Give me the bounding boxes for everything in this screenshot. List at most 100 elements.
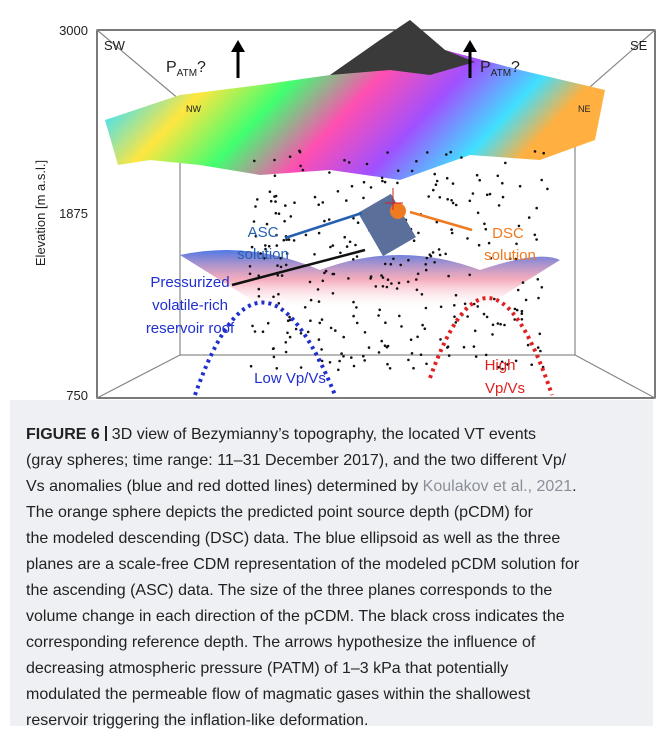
event	[248, 272, 252, 276]
event	[513, 318, 516, 321]
caption-label: FIGURE 6	[26, 426, 100, 443]
event	[386, 344, 390, 348]
event	[355, 255, 359, 258]
citation-link[interactable]: Koulakov et al., 2021	[422, 478, 573, 495]
caption-line: the modeled descending (DSC) data. The b…	[26, 526, 653, 552]
event	[444, 252, 448, 256]
low-label: Low Vp/Vs	[254, 370, 326, 387]
caption-line: reservoir triggering the inflation-like …	[26, 708, 653, 734]
event	[396, 169, 400, 172]
event	[521, 281, 525, 284]
event	[527, 216, 531, 219]
caption-line: the ascending (ASC) data. The size of th…	[26, 578, 653, 604]
event	[252, 220, 256, 223]
event	[533, 150, 537, 153]
event	[261, 330, 265, 334]
event	[392, 257, 395, 261]
separator	[104, 426, 107, 441]
summit	[330, 20, 475, 75]
high-label: Vp/Vs	[485, 380, 525, 397]
event	[517, 224, 521, 228]
roof-label: volatile-rich	[152, 297, 228, 314]
event	[275, 367, 279, 370]
event	[316, 288, 320, 291]
event	[267, 244, 271, 248]
event	[308, 280, 312, 284]
event	[424, 268, 428, 272]
event	[317, 338, 321, 341]
event	[383, 344, 387, 348]
event	[377, 351, 381, 354]
event	[288, 155, 292, 158]
event	[451, 182, 455, 185]
event	[257, 274, 261, 278]
event	[471, 192, 475, 195]
event	[515, 308, 519, 312]
event	[524, 298, 528, 302]
event	[288, 335, 292, 339]
event	[318, 321, 322, 325]
event	[328, 171, 331, 174]
event	[432, 188, 435, 192]
event	[424, 306, 428, 310]
caption-line: decreasing atmospheric pressure (PATM) o…	[26, 656, 653, 682]
event	[425, 362, 428, 366]
caption-text: decreasing atmospheric pressure (PATM) o…	[26, 660, 509, 677]
event	[415, 288, 419, 292]
event	[362, 354, 365, 358]
event	[416, 272, 420, 276]
event	[433, 261, 436, 264]
event	[272, 295, 275, 299]
event	[390, 282, 393, 285]
event	[454, 321, 458, 324]
event	[313, 195, 317, 199]
event	[476, 305, 480, 308]
event	[263, 257, 266, 260]
event	[289, 215, 293, 218]
event	[331, 292, 335, 295]
event	[338, 359, 341, 363]
event	[352, 217, 355, 220]
event	[483, 222, 486, 226]
event	[435, 220, 439, 224]
event	[274, 211, 278, 215]
event	[342, 335, 346, 339]
event	[324, 269, 328, 273]
event	[535, 206, 538, 210]
event	[438, 253, 442, 257]
event	[412, 366, 415, 370]
event	[445, 176, 449, 180]
event	[342, 355, 345, 358]
caption-text: 3D view of Bezymianny’s topography, the …	[111, 426, 537, 443]
event	[303, 306, 307, 309]
event	[253, 159, 256, 163]
event	[485, 193, 489, 197]
event	[453, 315, 456, 319]
event	[420, 293, 424, 296]
event	[287, 238, 291, 241]
event	[451, 201, 455, 205]
event	[259, 252, 262, 255]
event	[293, 201, 296, 204]
event	[472, 345, 476, 348]
event	[454, 293, 458, 297]
p: P	[166, 59, 177, 76]
event	[336, 190, 340, 193]
event	[426, 151, 429, 154]
event	[503, 323, 506, 327]
event	[399, 263, 403, 267]
event	[350, 184, 354, 188]
event	[272, 355, 276, 359]
event	[329, 245, 332, 249]
event	[265, 222, 269, 226]
event	[340, 352, 343, 355]
event	[409, 338, 413, 342]
event	[309, 298, 313, 302]
event	[439, 305, 443, 309]
event	[284, 350, 288, 354]
event	[395, 287, 399, 290]
event	[273, 195, 276, 198]
event	[271, 347, 275, 351]
caption-text: reservoir triggering the inflation-like …	[26, 712, 369, 729]
dsc-label: DSC	[492, 225, 524, 242]
